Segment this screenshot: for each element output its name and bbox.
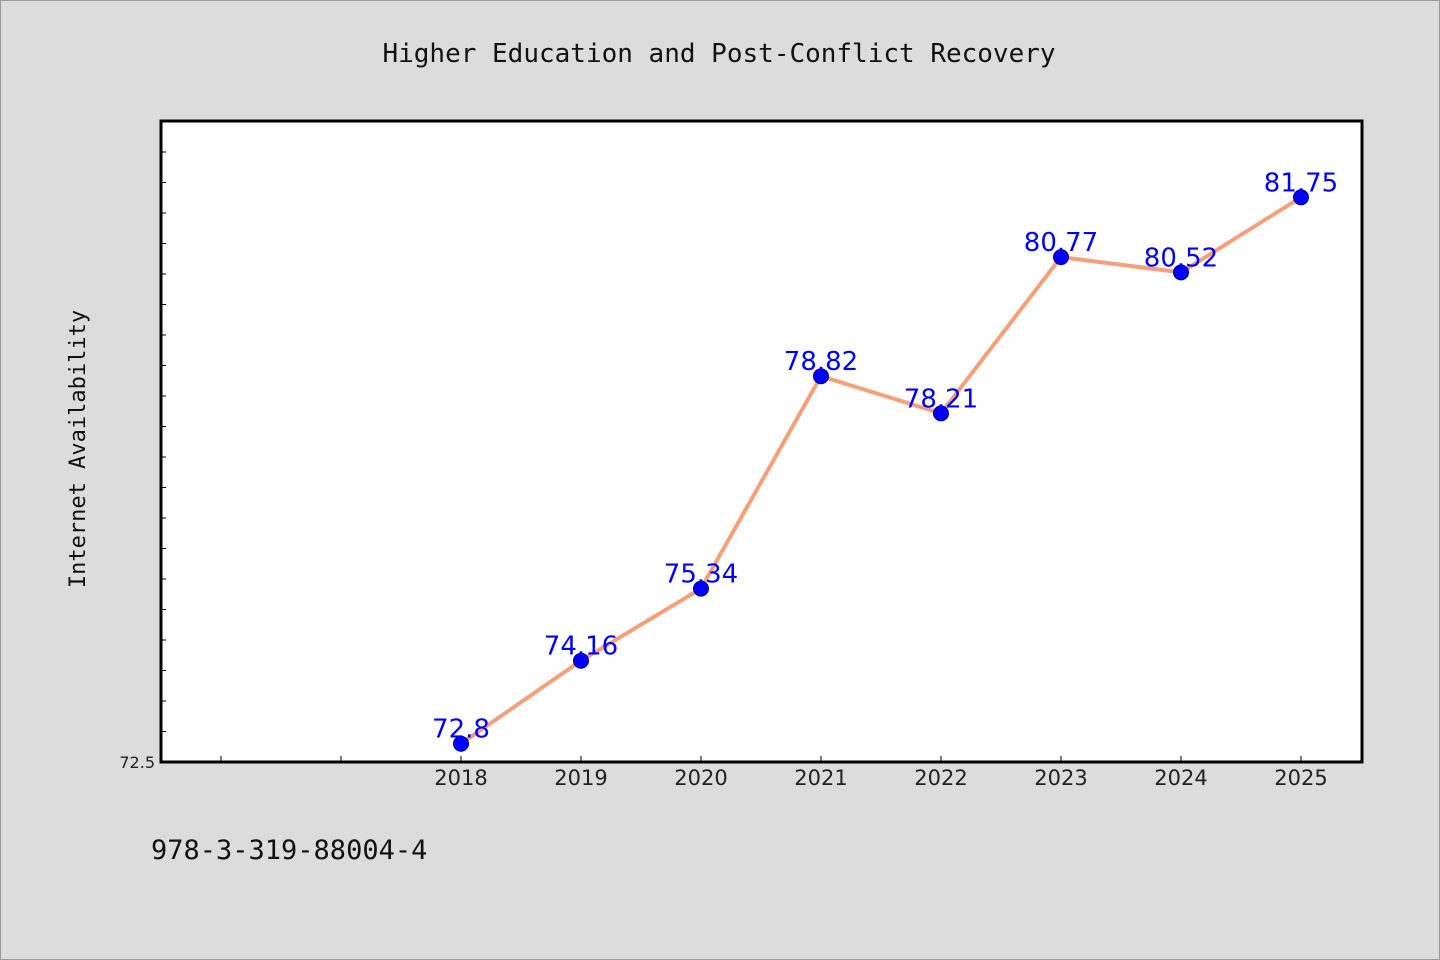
series-line — [459, 195, 1303, 746]
x-tick-label: 2021 — [794, 766, 847, 790]
series-line-group — [459, 195, 1303, 746]
plot-area — [161, 121, 1362, 762]
data-point — [1053, 249, 1069, 266]
data-label: 80.77 — [1024, 228, 1098, 258]
data-point — [453, 735, 469, 752]
plot-frame — [159, 119, 1364, 764]
x-tick-label: 2018 — [434, 766, 487, 790]
x-tick-label: 2022 — [914, 766, 967, 790]
data-label: 80.52 — [1144, 243, 1218, 273]
data-label: 81.75 — [1264, 168, 1338, 198]
y-axis-ticks: 72.5 — [119, 121, 166, 772]
y-tick-label: 72.5 — [119, 753, 155, 772]
y-axis-label: Internet Availability — [66, 310, 91, 588]
data-label: 72.8 — [432, 715, 490, 745]
x-tick-label: 2025 — [1274, 766, 1327, 790]
isbn-footnote: 978-3-319-88004-4 — [151, 835, 428, 866]
data-labels: 72.8 74.16 75.34 78.82 78.21 80.77 80.52 81.75 — [432, 168, 1338, 744]
data-point — [1173, 264, 1189, 281]
data-point — [573, 652, 589, 669]
data-label: 75.34 — [664, 560, 738, 590]
data-point — [813, 368, 829, 385]
data-point — [933, 405, 949, 422]
x-tick-label: 2020 — [674, 766, 727, 790]
data-point — [693, 580, 709, 597]
data-points — [453, 189, 1309, 752]
x-axis-ticks: 2018 2019 2020 2021 2022 2023 2024 2025 — [220, 756, 1328, 790]
x-tick-label: 2019 — [554, 766, 607, 790]
data-label: 78.21 — [904, 384, 978, 414]
data-point — [1293, 189, 1309, 206]
x-tick-label: 2023 — [1034, 766, 1087, 790]
data-label: 74.16 — [544, 632, 618, 662]
chart-title: Higher Education and Post-Conflict Recov… — [382, 39, 1055, 69]
x-tick-label: 2024 — [1154, 766, 1207, 790]
data-label: 78.82 — [784, 347, 858, 377]
